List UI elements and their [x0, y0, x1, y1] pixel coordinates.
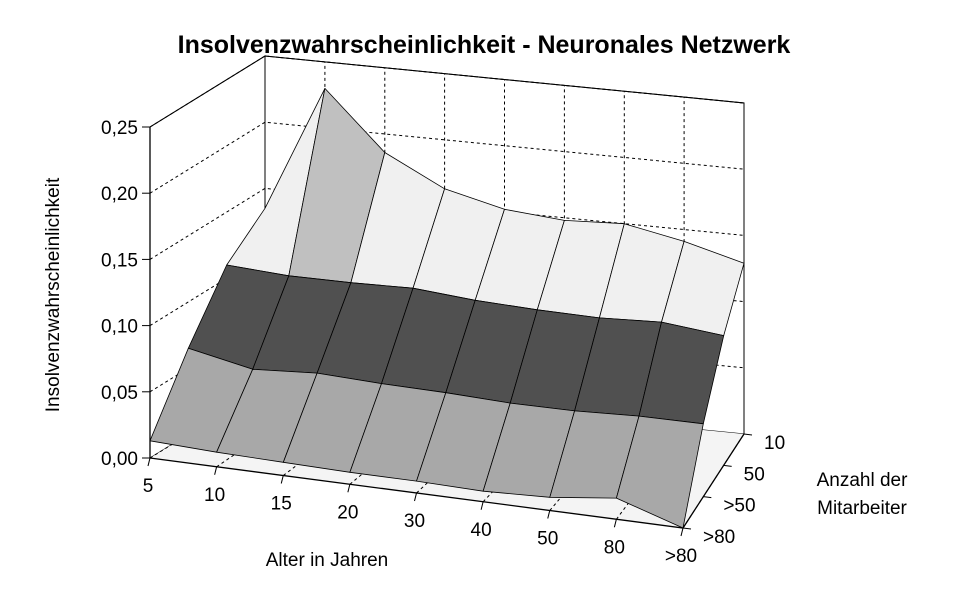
depth-tick-mark	[682, 527, 692, 530]
z-gridline	[149, 187, 745, 260]
x-tick-label: 30	[404, 511, 425, 532]
surface-mesh	[149, 88, 745, 529]
x-tick-mark	[480, 501, 484, 510]
x-tick-label: 5	[143, 476, 154, 497]
depth-tick-mark	[723, 464, 732, 467]
z-tick-label: 0,15	[101, 250, 138, 271]
wall-top-edge	[149, 55, 745, 434]
x-axis-label: Alter in Jahren	[266, 550, 389, 571]
depth-tick-mark	[743, 433, 753, 436]
depth-axis-label-line1: Anzahl der	[817, 470, 909, 491]
z-tick-label: 0,10	[101, 317, 138, 338]
x-tick-label: 50	[537, 529, 558, 550]
z-gridline	[149, 55, 745, 128]
x-tick-mark	[680, 527, 684, 537]
x-tick-mark	[547, 510, 551, 519]
x-tick-label: >80	[665, 546, 697, 567]
x-tick-mark	[414, 492, 417, 502]
x-tick-mark	[214, 466, 218, 475]
depth-tick-label: 50	[744, 464, 765, 485]
z-tick-label: 0,25	[101, 118, 138, 139]
x-tick-label: 20	[337, 502, 358, 523]
x-tick-label: 10	[204, 485, 225, 506]
depth-tick-label: 10	[764, 433, 785, 454]
surface-cell	[616, 415, 704, 529]
x-tick-mark	[347, 484, 351, 493]
depth-axis-label-line2: Mitarbeiter	[817, 498, 907, 519]
x-tick-label: 40	[471, 520, 492, 541]
depth-tick-label: >80	[703, 527, 735, 548]
z-tick-label: 0,05	[101, 383, 138, 404]
z-tick-label: 0,00	[101, 449, 138, 470]
z-tick-label: 0,20	[101, 184, 138, 205]
y-axis-label: Insolvenzwahrscheinlichkeit	[43, 177, 64, 412]
depth-tick-mark	[703, 496, 712, 499]
tick-labels: 0,00 0,05 0,10 0,15 0,20 0,25 5 10 15 20 30 40 50 80 >…	[101, 118, 785, 567]
x-tick-label: 15	[271, 494, 292, 515]
chart-title: Insolvenzwahrscheinlichkeit - Neuronales…	[178, 31, 791, 59]
z-gridline	[149, 121, 745, 194]
x-tick-mark	[613, 519, 617, 528]
x-tick-mark	[147, 457, 151, 467]
x-tick-mark	[280, 475, 284, 484]
depth-tick-label: >50	[723, 496, 755, 517]
x-tick-label: 80	[604, 537, 625, 558]
